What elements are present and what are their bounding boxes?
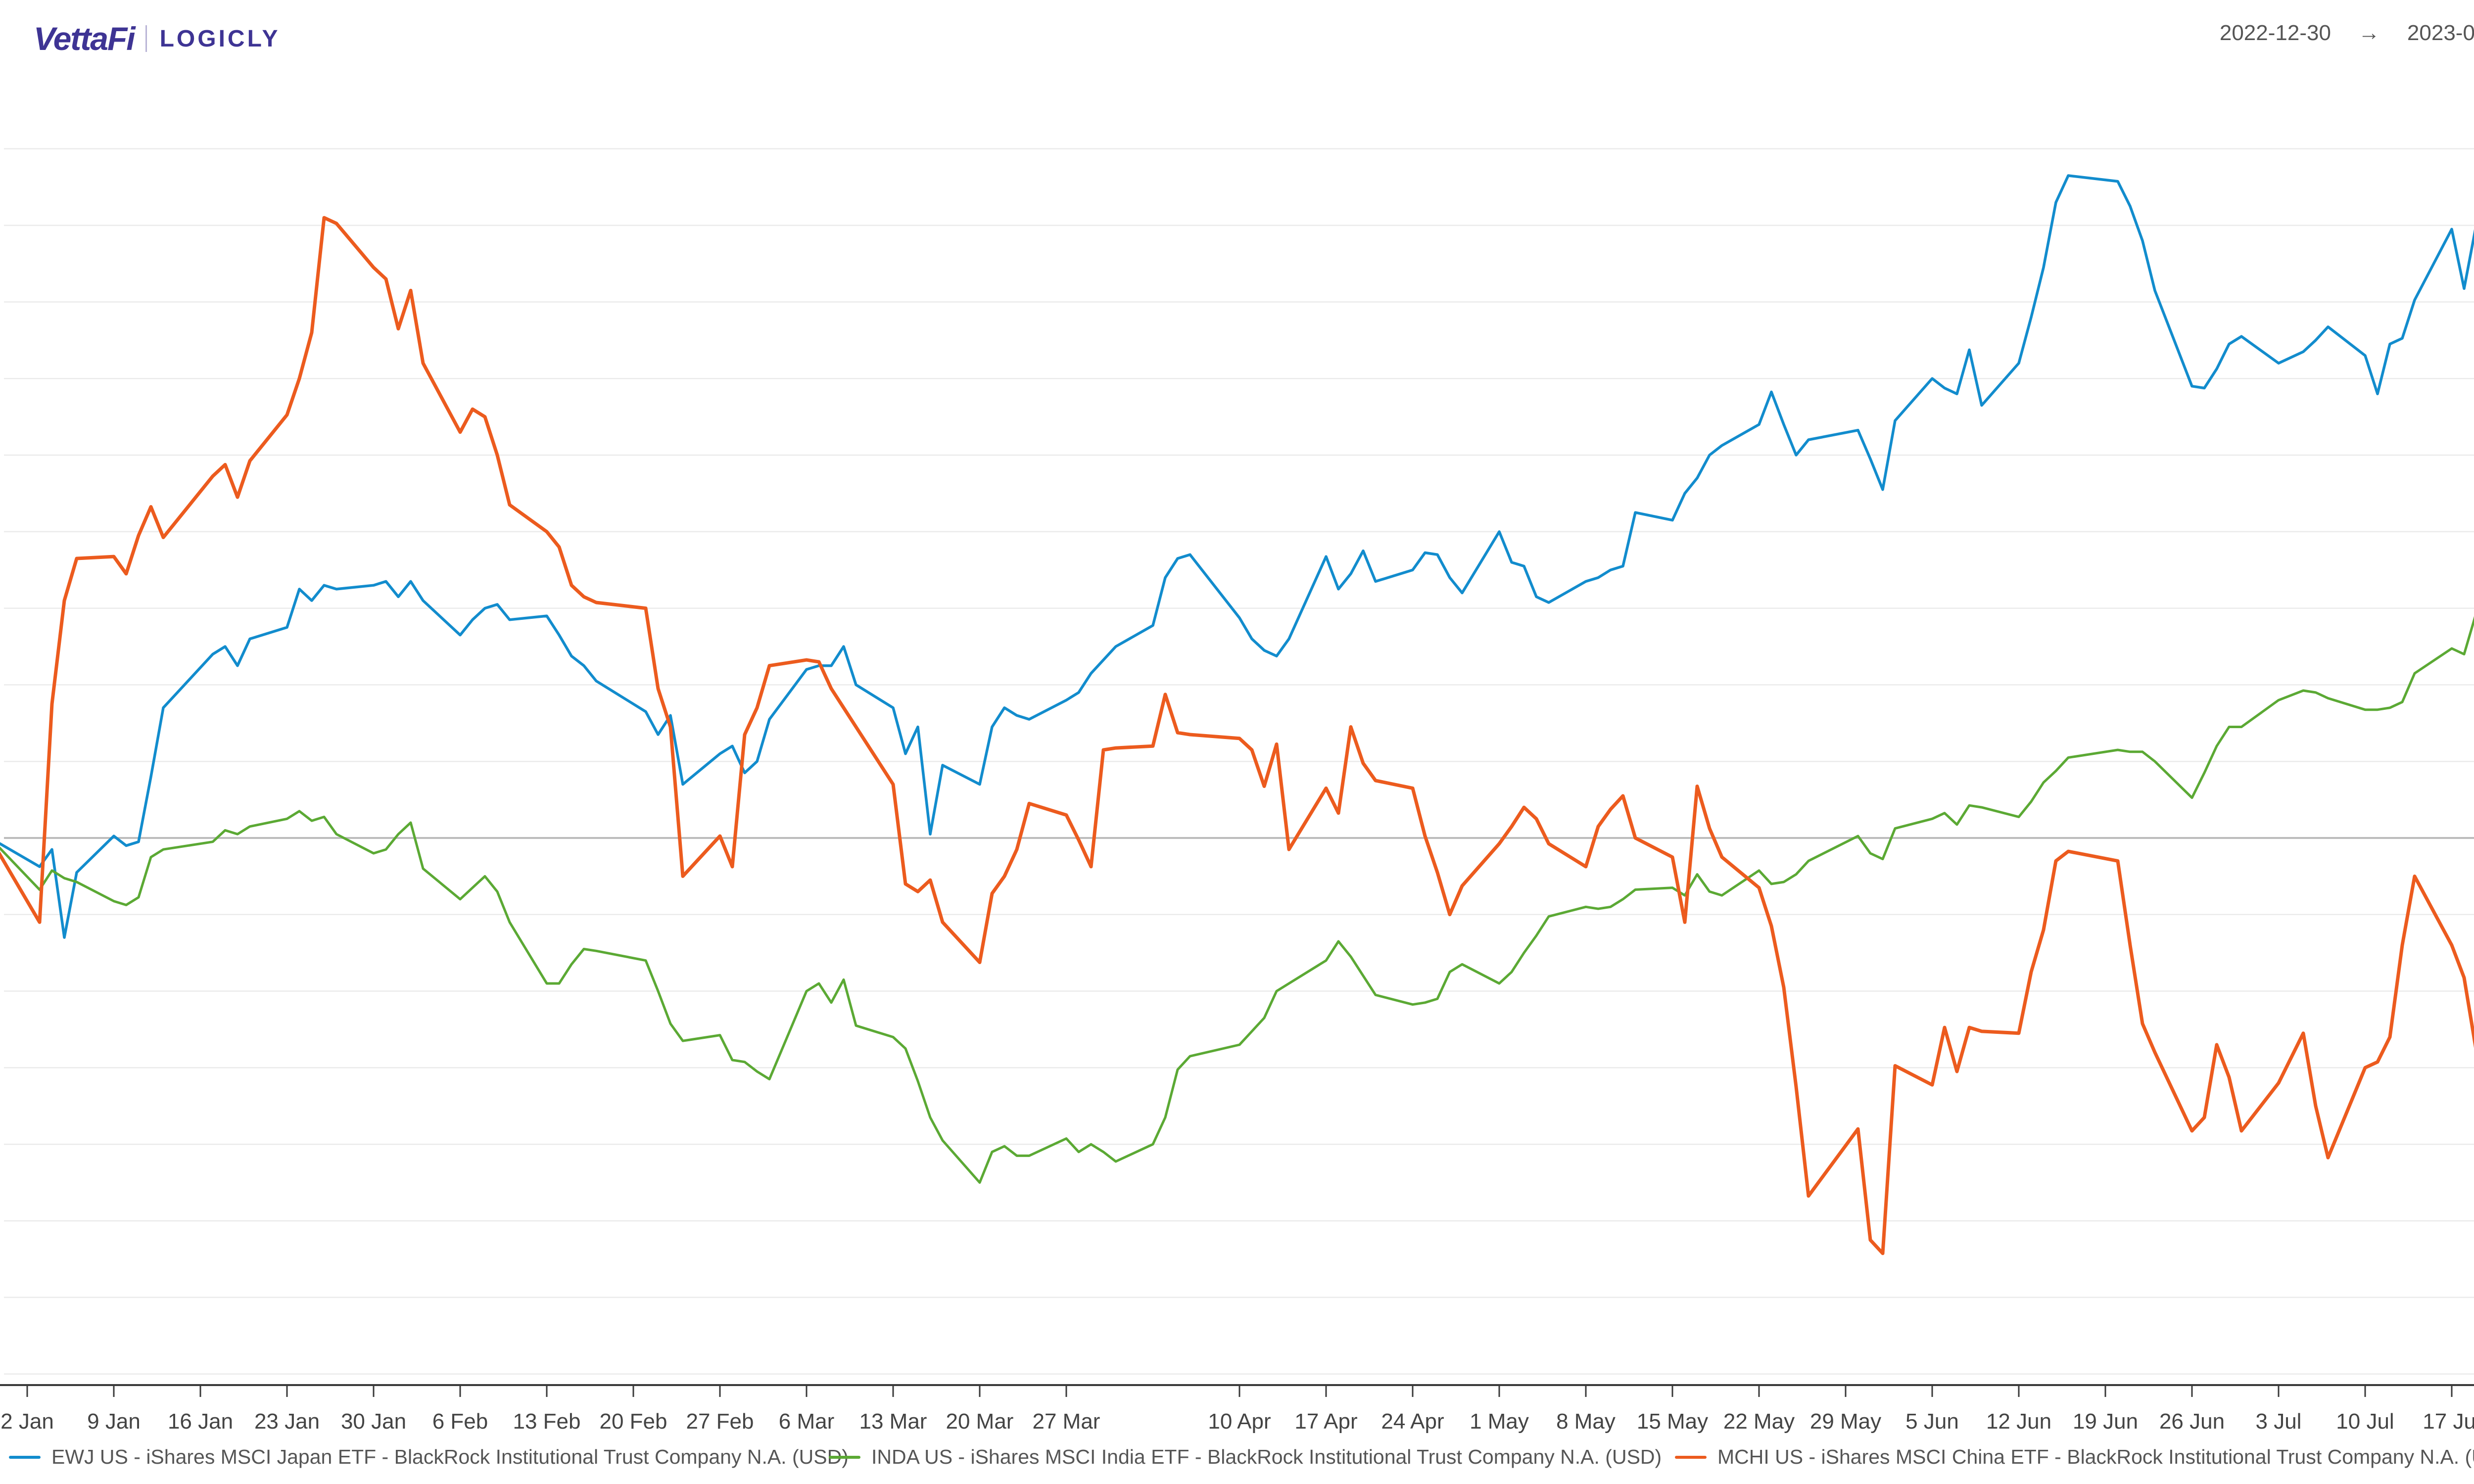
x-axis-tick-label: 29 May [1810, 1409, 1881, 1434]
inda-line-swatch [829, 1455, 860, 1459]
x-axis-tick-label: 17 Apr [1294, 1409, 1357, 1434]
ewj-line-swatch [9, 1455, 41, 1459]
x-axis-tick-label: 9 Jan [87, 1409, 141, 1434]
x-axis-tick-label: 2 Jan [0, 1409, 54, 1434]
logicly-logo-text: LOGICLY [159, 25, 281, 52]
ewj-series-line[interactable] [0, 174, 2474, 939]
x-axis-tick-label: 23 Jan [254, 1409, 320, 1434]
legend-item-mchi[interactable]: MCHI US - iShares MSCI China ETF - Black… [1675, 1445, 2474, 1469]
x-axis-tick-label: 20 Mar [946, 1409, 1014, 1434]
arrow-right-icon: → [2358, 21, 2380, 45]
date-range-control: 2022-12-30 → 2023-07-20 [2220, 21, 2474, 46]
x-axis-tick-label: 13 Feb [513, 1409, 581, 1434]
legend-item-ewj[interactable]: EWJ US - iShares MSCI Japan ETF - BlackR… [9, 1445, 849, 1469]
vettafi-logo-text: VettaFi [34, 20, 136, 57]
x-axis-tick-label: 10 Apr [1208, 1409, 1271, 1434]
brand-logo: VettaFi LOGICLY [34, 20, 281, 57]
x-axis-tick-label: 26 Jun [2159, 1409, 2225, 1434]
x-axis-tick-label: 24 Apr [1381, 1409, 1444, 1434]
end-date-field[interactable]: 2023-07-20 [2407, 21, 2474, 45]
x-axis-tick-label: 30 Jan [341, 1409, 406, 1434]
x-axis-tick-label: 10 Jul [2336, 1409, 2394, 1434]
x-axis-tick-label: 1 May [1470, 1409, 1529, 1434]
x-axis-tick-label: 27 Mar [1033, 1409, 1100, 1434]
mchi-series-line[interactable] [0, 216, 2474, 1255]
x-axis-tick-label: 15 May [1637, 1409, 1708, 1434]
x-axis-tick-label: 3 Jul [2256, 1409, 2302, 1434]
chart-legend: EWJ US - iShares MSCI Japan ETF - BlackR… [0, 1445, 2474, 1480]
legend-item-inda[interactable]: INDA US - iShares MSCI India ETF - Black… [829, 1445, 1662, 1469]
x-axis-tick-label: 6 Feb [432, 1409, 488, 1434]
x-axis-tick-label: 17 Jul [2423, 1409, 2474, 1434]
x-axis-tick-label: 22 May [1723, 1409, 1795, 1434]
start-date-field[interactable]: 2022-12-30 [2219, 21, 2331, 45]
legend-label-mchi: MCHI US - iShares MSCI China ETF - Black… [1717, 1445, 2474, 1468]
x-axis-tick-label: 13 Mar [859, 1409, 927, 1434]
mchi-line-swatch [1675, 1455, 1707, 1459]
logo-divider [145, 25, 147, 52]
x-axis-tick-label: 20 Feb [600, 1409, 667, 1434]
legend-label-ewj: EWJ US - iShares MSCI Japan ETF - BlackR… [51, 1445, 849, 1468]
x-axis-tick-label: 6 Mar [779, 1409, 834, 1434]
x-axis-tick-label: 27 Feb [686, 1409, 754, 1434]
inda-series-line[interactable] [0, 612, 2474, 1184]
x-axis-tick-label: 8 May [1556, 1409, 1616, 1434]
x-axis-tick-label: 12 Jun [1986, 1409, 2051, 1434]
x-axis-tick-label: 16 Jan [168, 1409, 233, 1434]
legend-label-inda: INDA US - iShares MSCI India ETF - Black… [871, 1445, 1662, 1468]
x-axis-tick-label: 19 Jun [2073, 1409, 2138, 1434]
x-axis-tick-label: 5 Jun [1905, 1409, 1959, 1434]
